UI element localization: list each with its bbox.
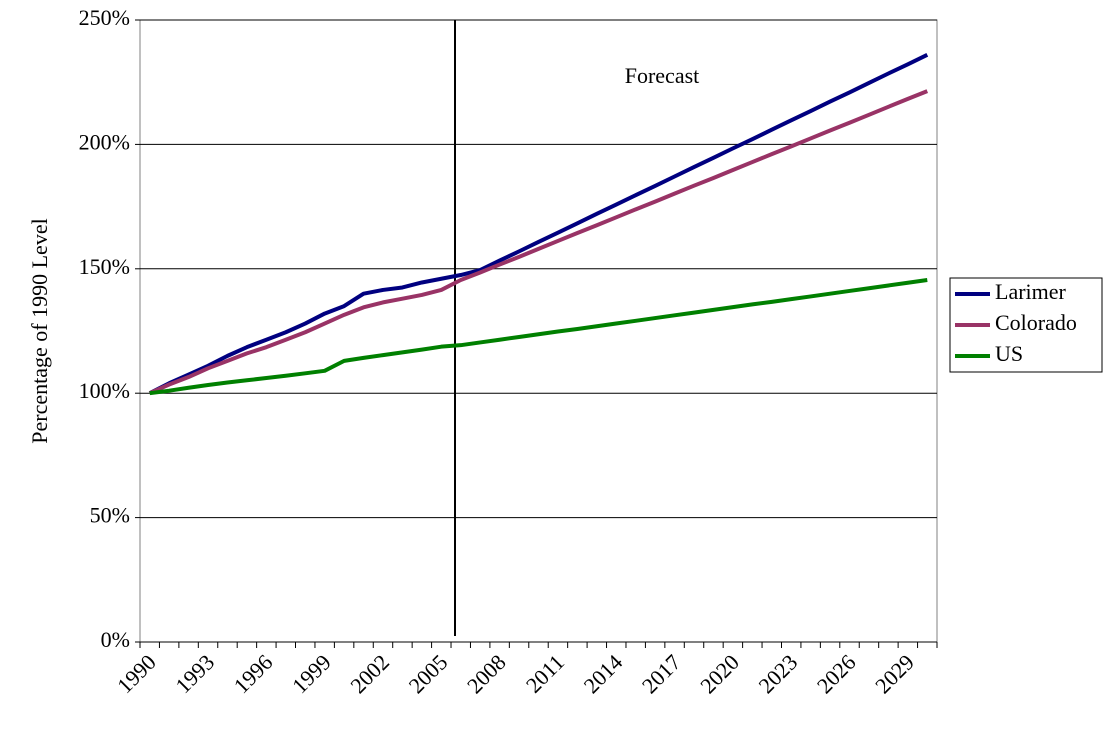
x-tick-label: 2005 [404, 649, 453, 698]
x-tick-label: 2023 [754, 649, 803, 698]
y-tick-label: 100% [79, 378, 130, 403]
y-tick-label: 0% [101, 627, 130, 652]
y-tick-label: 50% [90, 503, 130, 528]
y-tick-label: 250% [79, 5, 130, 30]
series-line [149, 278, 928, 396]
x-tick-label: 1990 [112, 649, 161, 698]
series-line [148, 89, 929, 396]
x-tick-label: 2020 [695, 649, 744, 698]
x-tick-label: 2011 [521, 649, 569, 697]
x-tick-label: 2014 [579, 649, 628, 698]
y-axis-label: Percentage of 1990 Level [27, 218, 52, 443]
y-tick-label: 200% [79, 129, 130, 154]
legend-label: Larimer [995, 279, 1067, 304]
legend-label: US [995, 341, 1023, 366]
x-tick-label: 2008 [462, 649, 511, 698]
x-tick-label: 1993 [170, 649, 219, 698]
series-line [148, 53, 929, 395]
x-tick-label: 2002 [345, 649, 394, 698]
x-tick-label: 1996 [229, 649, 278, 698]
annotation: Forecast [625, 63, 700, 88]
x-tick-label: 2017 [637, 649, 686, 698]
x-tick-label: 2029 [870, 649, 919, 698]
plot-area [139, 19, 938, 643]
x-tick-label: 1999 [287, 649, 336, 698]
y-tick-label: 150% [79, 254, 130, 279]
x-tick-label: 2026 [812, 649, 861, 698]
legend-label: Colorado [995, 310, 1077, 335]
